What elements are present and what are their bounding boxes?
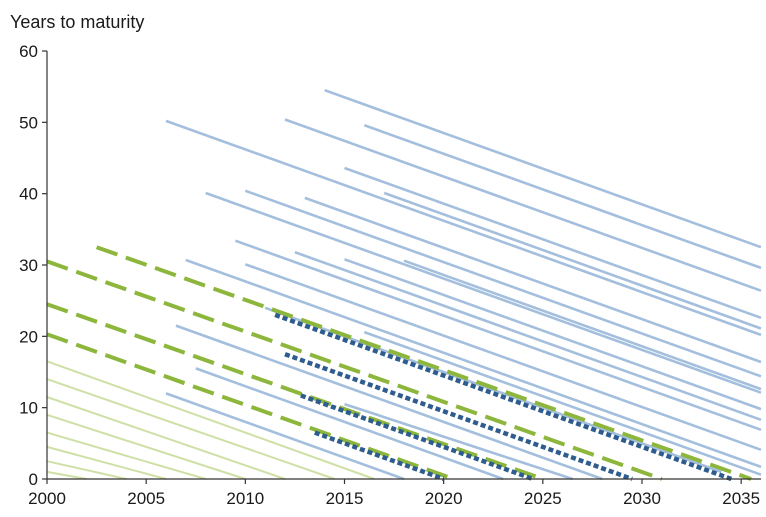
y-tick-label: 50 <box>19 113 38 132</box>
series-line-7 <box>244 189 762 378</box>
series-line-25 <box>46 413 246 480</box>
series-line-32 <box>46 302 544 481</box>
series-line-36 <box>300 393 534 482</box>
series-line-1 <box>324 88 762 249</box>
series-line-27 <box>46 445 167 480</box>
series-line-4 <box>363 123 762 270</box>
series-line-8 <box>304 196 762 364</box>
series-line-13 <box>344 258 762 411</box>
series-line-33 <box>46 332 455 481</box>
series-line-21 <box>344 402 574 481</box>
x-tick-label: 2030 <box>623 489 661 508</box>
series-line-28 <box>46 460 127 480</box>
series-line-14 <box>403 259 762 391</box>
x-tick-label: 2025 <box>524 489 562 508</box>
series-line-2 <box>165 119 762 337</box>
series-line-22 <box>46 360 375 480</box>
series-line-10 <box>234 239 762 432</box>
series-line-30 <box>95 245 752 481</box>
series-line-31 <box>46 259 663 481</box>
series-line-15 <box>185 258 762 469</box>
y-axis-label: Years to maturity <box>10 12 144 32</box>
series-line-17 <box>175 324 603 481</box>
series-line-5 <box>344 166 762 320</box>
x-tick-label: 2020 <box>425 489 463 508</box>
series-line-26 <box>46 431 206 480</box>
series-line-34 <box>274 312 733 482</box>
series-line-29 <box>46 470 87 480</box>
series-layer <box>46 88 762 482</box>
series-line-16 <box>363 330 762 476</box>
y-tick-label: 20 <box>19 327 38 346</box>
series-line-24 <box>46 396 286 480</box>
y-tick-label: 40 <box>19 185 38 204</box>
series-line-11 <box>244 263 762 452</box>
series-line-37 <box>314 430 445 482</box>
x-tick-label: 2010 <box>226 489 264 508</box>
x-tick-label: 2000 <box>28 489 66 508</box>
x-tick-label: 2035 <box>722 489 760 508</box>
series-line-6 <box>205 191 762 394</box>
x-tick-label: 2015 <box>326 489 364 508</box>
series-line-9 <box>383 191 762 330</box>
series-line-12 <box>294 250 762 422</box>
y-tick-label: 0 <box>29 470 38 489</box>
series-line-23 <box>46 378 335 480</box>
series-line-35 <box>284 352 633 482</box>
series-line-19 <box>195 367 504 481</box>
x-tick-label: 2005 <box>127 489 165 508</box>
y-tick-label: 10 <box>19 399 38 418</box>
series-line-3 <box>284 118 762 292</box>
y-tick-label: 30 <box>19 256 38 275</box>
series-line-20 <box>165 392 405 481</box>
y-tick-label: 60 <box>19 42 38 61</box>
